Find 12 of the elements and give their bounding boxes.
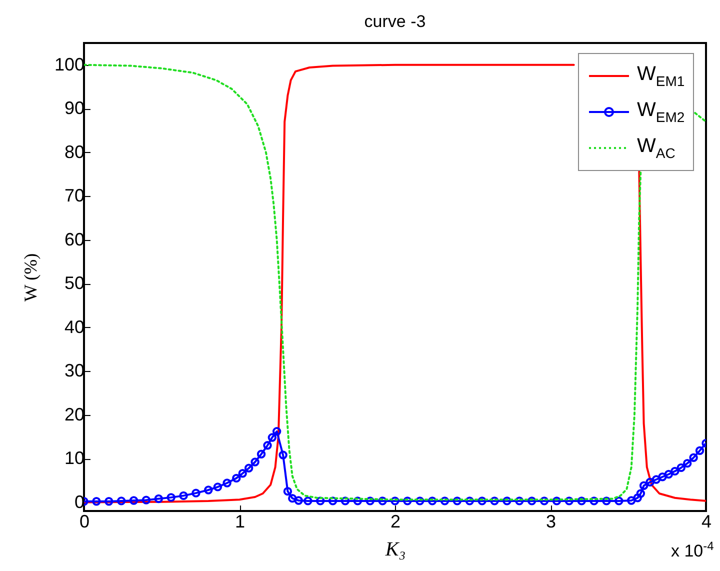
chart-title: curve -3 bbox=[364, 12, 426, 31]
x-axis-title: K₃ bbox=[384, 538, 406, 560]
legend-label: W$_{AC}$ bbox=[637, 135, 676, 161]
x-tick-label: 1 bbox=[234, 512, 246, 532]
y-axis-title: W (%) bbox=[20, 253, 40, 302]
legend-label: W$_{EM1}$ bbox=[637, 63, 685, 89]
text: x 10$^{-4}$ bbox=[671, 539, 714, 562]
x-tick-label: 2 bbox=[390, 512, 401, 532]
legend-label: W$_{EM2}$ bbox=[637, 99, 685, 125]
x-tick-label: 4 bbox=[701, 512, 712, 532]
x-tick-label: 3 bbox=[546, 512, 556, 532]
y-tick-label: 100 bbox=[54, 54, 84, 74]
